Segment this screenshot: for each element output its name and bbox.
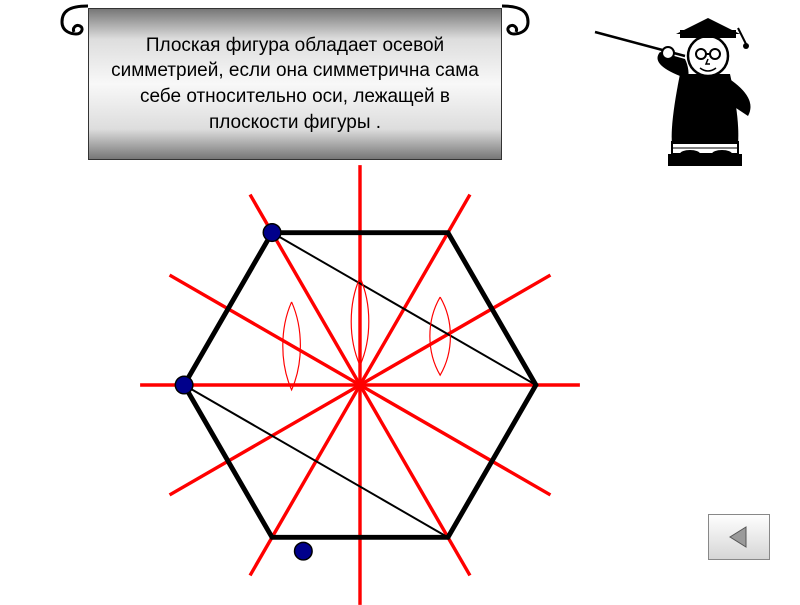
triangle-left-icon <box>726 524 752 550</box>
definition-text: Плоская фигура обладает осевой симметрие… <box>89 33 501 136</box>
back-button[interactable] <box>708 514 770 560</box>
scroll-curl-left-icon <box>58 4 92 42</box>
definition-panel: Плоская фигура обладает осевой симметрие… <box>88 8 502 160</box>
definition-scroll: Плоская фигура обладает осевой симметрие… <box>60 8 530 158</box>
hexagon-symmetry-diagram <box>120 170 600 600</box>
scroll-curl-right-icon <box>498 4 532 42</box>
professor-icon <box>590 4 770 174</box>
